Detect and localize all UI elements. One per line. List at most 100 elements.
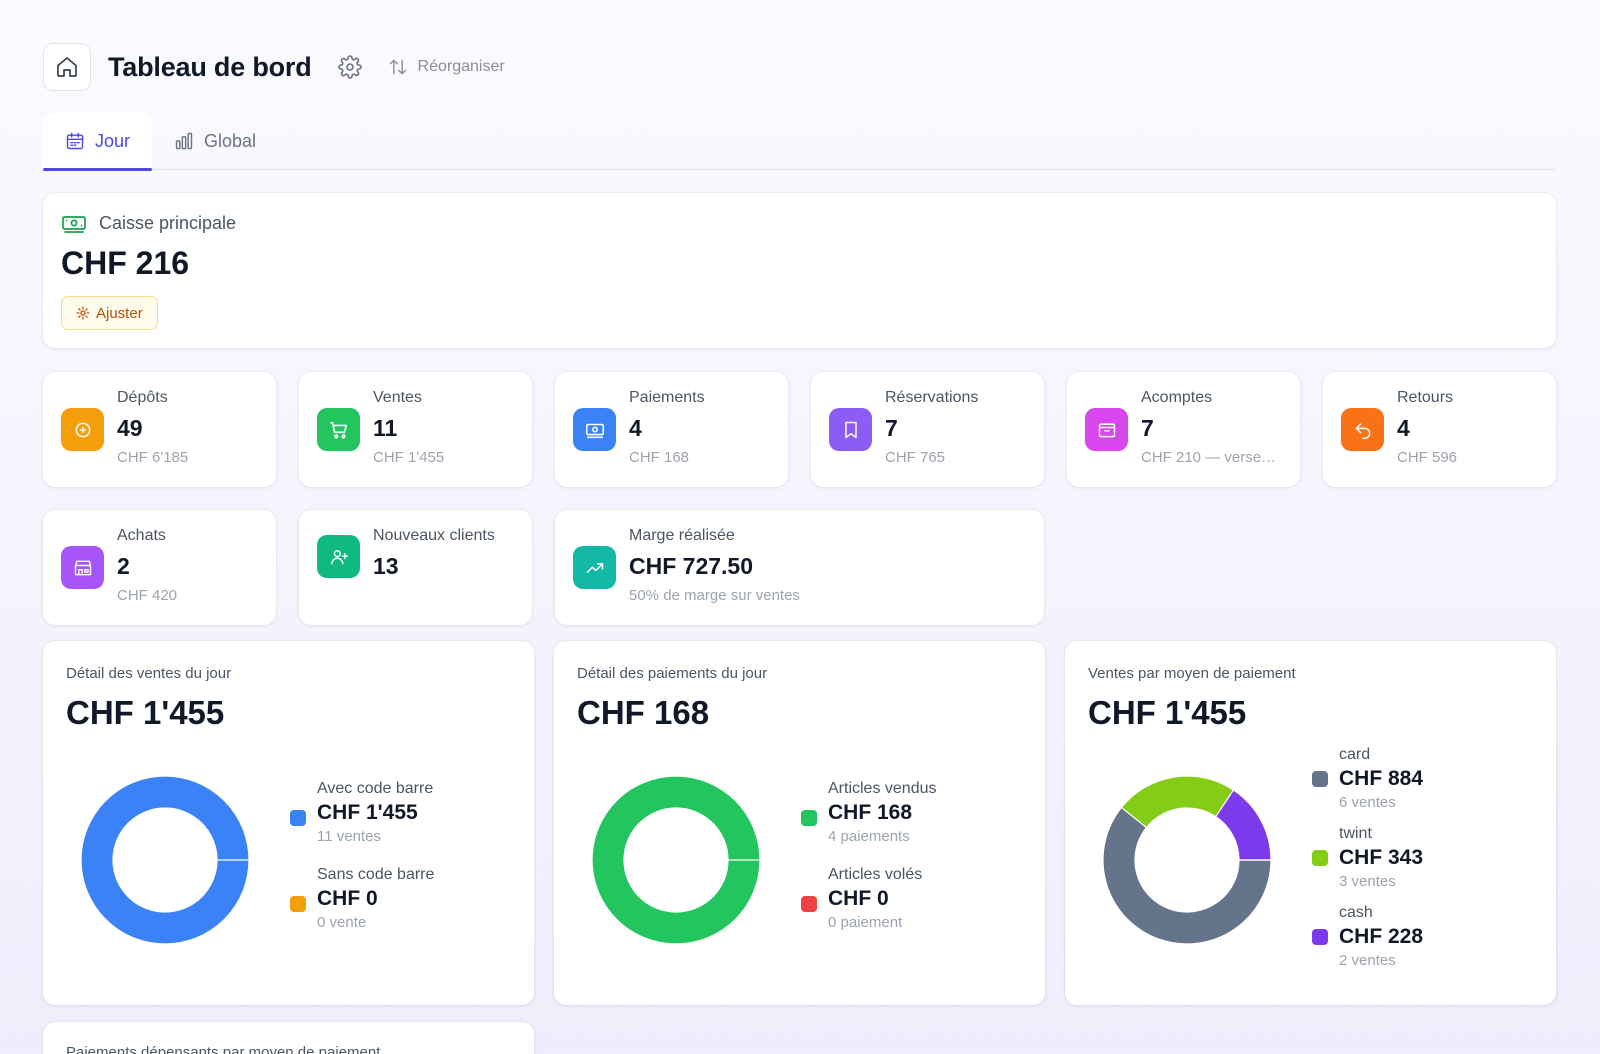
kpi-label: Ventes xyxy=(373,389,422,406)
kpi-card-reservations[interactable]: Réservations 7 CHF 765 xyxy=(811,372,1044,487)
adjust-button[interactable]: Ajuster xyxy=(61,296,158,330)
kpi-card-marge[interactable]: Marge réalisée CHF 727.50 50% de marge s… xyxy=(555,510,1044,625)
kpi-label: Acomptes xyxy=(1141,389,1213,406)
legend-sub: 2 ventes xyxy=(1339,952,1396,969)
kpi-value: 7 xyxy=(885,415,898,441)
legend-name: Avec code barre xyxy=(317,780,434,797)
sales-by-payment-donut[interactable] xyxy=(1103,776,1271,944)
kpi-icon-badge xyxy=(1341,408,1384,451)
legend-item[interactable]: cash CHF 228 2 ventes xyxy=(1312,903,1423,971)
sort-arrows-icon xyxy=(389,59,406,75)
kpi-label: Retours xyxy=(1397,389,1454,406)
kpi-sub: CHF 596 xyxy=(1397,449,1458,466)
card-title: Détail des ventes du jour xyxy=(66,665,232,682)
undo-icon xyxy=(1355,422,1370,439)
legend-amount: CHF 343 xyxy=(1339,846,1424,869)
donut-slice-cash[interactable] xyxy=(1214,789,1271,861)
legend-name: cash xyxy=(1339,904,1373,921)
trend-up-icon xyxy=(586,562,603,573)
kpi-value: 2 xyxy=(117,553,130,579)
kpi-value: 7 xyxy=(1141,415,1154,441)
legend-name: Sans code barre xyxy=(317,866,435,883)
card-title: Détail des paiements du jour xyxy=(577,665,768,682)
legend-amount: CHF 884 xyxy=(1339,767,1424,790)
legend-item[interactable]: Avec code barre CHF 1'455 11 ventes xyxy=(290,779,434,865)
kpi-card-retours[interactable]: Retours 4 CHF 596 xyxy=(1323,372,1556,487)
kpi-label: Nouveaux clients xyxy=(373,527,495,544)
legend-name: card xyxy=(1339,746,1371,763)
kpi-card-nouveaux-clients[interactable]: Nouveaux clients 13 xyxy=(299,510,532,625)
kpi-card-achats[interactable]: Achats 2 CHF 420 xyxy=(43,510,276,625)
gear-icon xyxy=(76,306,90,320)
donut-slice-twint[interactable] xyxy=(1120,776,1235,829)
donut-slice-avec-code-barre[interactable] xyxy=(81,776,249,944)
card-total: CHF 1'455 xyxy=(66,694,225,731)
kpi-label: Dépôts xyxy=(117,389,168,406)
reorganize-button[interactable]: Réorganiser xyxy=(388,57,505,77)
settings-button[interactable] xyxy=(336,53,364,81)
sales-detail-donut[interactable] xyxy=(81,776,249,944)
legend-item[interactable]: Sans code barre CHF 0 0 vente xyxy=(290,865,434,933)
kpi-card-depots[interactable]: Dépôts 49 CHF 6'185 xyxy=(43,372,276,487)
tab-jour[interactable]: Jour xyxy=(43,113,153,171)
legend-sub: 4 paiements xyxy=(828,828,910,845)
legend-name: twint xyxy=(1339,825,1372,842)
kpi-value: CHF 727.50 xyxy=(629,553,754,579)
kpi-sub: CHF 1'455 xyxy=(373,449,445,466)
expense-payments-card: Paiements dépensants par moyen de paieme… xyxy=(43,1022,534,1054)
legend-sub: 11 ventes xyxy=(317,828,381,845)
kpi-icon-badge xyxy=(317,535,360,578)
kpi-value: 11 xyxy=(373,415,398,441)
legend-sub: 0 paiement xyxy=(828,914,903,931)
bar-chart-icon xyxy=(175,132,193,150)
legend-sub: 0 vente xyxy=(317,914,367,931)
plus-circle-icon xyxy=(75,422,90,437)
kpi-sub: CHF 420 xyxy=(117,587,178,604)
legend-item[interactable]: Articles volés CHF 0 0 paiement xyxy=(801,865,937,933)
kpi-card-ventes[interactable]: Ventes 11 CHF 1'455 xyxy=(299,372,532,487)
adjust-label: Ajuster xyxy=(96,304,143,322)
kpi-icon-badge xyxy=(61,408,104,451)
donut-slice-articles-vendus[interactable] xyxy=(592,776,760,944)
cart-icon xyxy=(329,421,347,439)
legend-sub: 6 ventes xyxy=(1339,794,1396,811)
sales-by-payment-card: Ventes par moyen de paiement CHF 1'455 c… xyxy=(1065,641,1556,1005)
cash-register-card: Caisse principale CHF 216 Ajuster xyxy=(43,193,1556,348)
payments-detail-donut[interactable] xyxy=(592,776,760,944)
money-icon xyxy=(585,423,604,438)
kpi-sub: CHF 6'185 xyxy=(117,449,189,466)
legend-dot xyxy=(801,896,817,912)
cash-icon xyxy=(62,215,86,233)
tab-bar: Jour Global xyxy=(43,113,1556,171)
card-title: Paiements dépensants par moyen de paieme… xyxy=(66,1044,381,1054)
card-total: CHF 1'455 xyxy=(1088,694,1247,731)
card-title: Ventes par moyen de paiement xyxy=(1088,665,1296,682)
tab-global[interactable]: Global xyxy=(152,113,278,169)
kpi-card-paiements[interactable]: Paiements 4 CHF 168 xyxy=(555,372,788,487)
legend-dot xyxy=(1312,850,1328,866)
gear-icon xyxy=(337,55,362,79)
wallet-icon xyxy=(1098,422,1115,437)
payments-detail-legend: Articles vendus CHF 168 4 paiements Arti… xyxy=(801,779,937,933)
kpi-icon-badge xyxy=(573,408,616,451)
tab-jour-label: Jour xyxy=(95,130,131,151)
kpi-icon-badge xyxy=(573,546,616,589)
kpi-sub: CHF 765 xyxy=(885,449,946,466)
kpi-icon-badge xyxy=(317,408,360,451)
legend-sub: 3 ventes xyxy=(1339,873,1396,890)
kpi-icon-badge xyxy=(1085,408,1128,451)
kpi-label: Achats xyxy=(117,527,166,544)
donut-slice-card[interactable] xyxy=(1103,806,1271,944)
home-icon xyxy=(57,57,77,77)
legend-item[interactable]: Articles vendus CHF 168 4 paiements xyxy=(801,779,937,865)
legend-dot xyxy=(801,810,817,826)
home-button[interactable] xyxy=(43,43,91,91)
kpi-sub: CHF 168 xyxy=(629,449,690,466)
legend-item[interactable]: card CHF 884 6 ventes xyxy=(1312,745,1423,824)
kpi-label: Marge réalisée xyxy=(629,527,735,544)
legend-amount: CHF 0 xyxy=(317,887,378,910)
kpi-card-acomptes[interactable]: Acomptes 7 CHF 210 — versements xyxy=(1067,372,1300,487)
legend-item[interactable]: twint CHF 343 3 ventes xyxy=(1312,824,1423,903)
sales-by-payment-legend: card CHF 884 6 ventes twint CHF 343 3 ve… xyxy=(1312,745,1423,971)
calendar-icon xyxy=(66,132,84,150)
